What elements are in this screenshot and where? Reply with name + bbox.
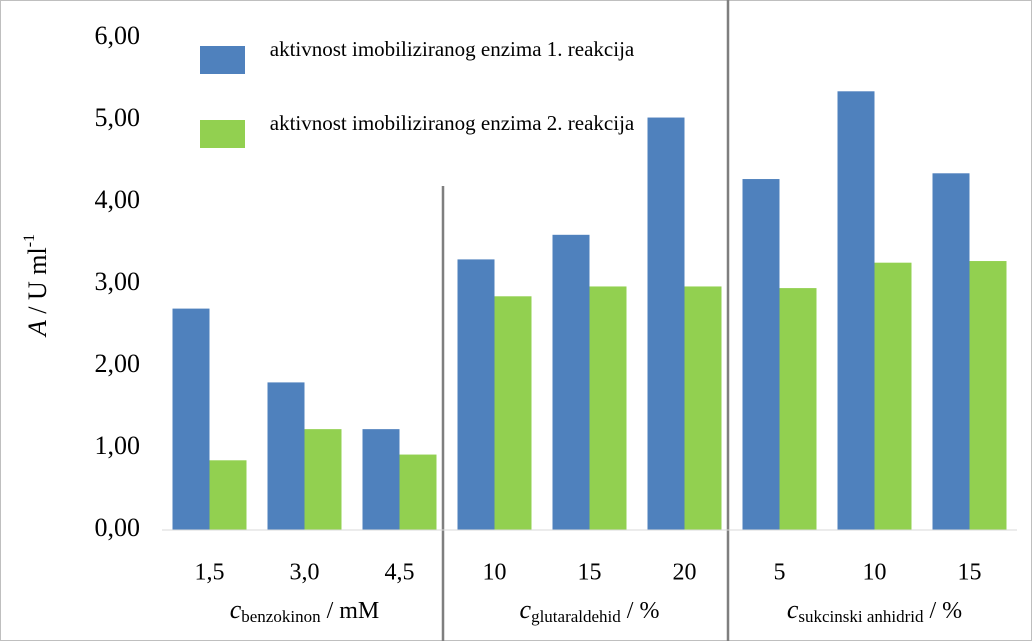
legend-label: aktivnost imobiliziranog enzima 1. reakc… [269, 37, 635, 61]
y-axis-label: A / U ml-1 [21, 234, 52, 338]
bar [837, 91, 875, 531]
group-symbol: c [787, 595, 799, 624]
bar [209, 460, 247, 530]
group-label: csukcinski anhidrid / % [787, 595, 962, 626]
bar [552, 234, 590, 531]
bar [932, 173, 970, 531]
legend-label: aktivnost imobiliziranog enzima 2. reakc… [269, 111, 635, 135]
y-tick-label: 1,00 [95, 431, 141, 460]
bar [304, 429, 342, 530]
bar [589, 286, 627, 530]
bar [399, 454, 437, 530]
x-tick-label: 4,5 [385, 560, 415, 586]
bar [647, 117, 685, 530]
group-subscript: glutaraldehid [531, 607, 621, 626]
group-label: cbenzokinon / mM [230, 595, 380, 626]
x-tick-label: 5 [774, 560, 786, 586]
group-unit: / % [621, 598, 660, 624]
x-tick-label: 3,0 [290, 560, 320, 586]
bar [362, 429, 400, 530]
y-tick-label: 6,00 [95, 21, 141, 50]
y-label-sup: -1 [21, 234, 38, 247]
x-tick-label: 10 [483, 560, 507, 586]
bar [779, 288, 817, 530]
bar [457, 259, 495, 530]
y-label-unit: / U ml [23, 247, 52, 320]
group-symbol: c [520, 595, 532, 624]
y-label-symbol: A [23, 320, 52, 338]
group-unit: / mM [321, 598, 380, 624]
bar [494, 296, 532, 530]
group-subscript: benzokinon [241, 607, 321, 626]
y-tick-label: 5,00 [95, 103, 141, 132]
x-tick-label: 20 [673, 560, 697, 586]
y-tick-label: 3,00 [95, 267, 141, 296]
x-tick-label: 15 [578, 560, 602, 586]
x-tick-label: 15 [958, 560, 982, 586]
y-tick-label: 0,00 [95, 513, 141, 542]
legend-swatch [200, 46, 245, 74]
bar [874, 262, 912, 530]
y-tick-label: 2,00 [95, 349, 141, 378]
legend-swatch [200, 120, 245, 148]
bar [969, 261, 1007, 530]
group-symbol: c [230, 595, 242, 624]
x-tick-label: 1,5 [195, 560, 225, 586]
y-tick-label: 4,00 [95, 185, 141, 214]
group-subscript: sukcinski anhidrid [798, 607, 924, 626]
x-tick-label: 10 [863, 560, 887, 586]
bar [172, 308, 210, 530]
group-unit: / % [924, 598, 963, 624]
bar [684, 286, 722, 530]
bar [742, 179, 780, 531]
bar [267, 382, 305, 530]
group-label: cglutaraldehid / % [520, 595, 660, 626]
